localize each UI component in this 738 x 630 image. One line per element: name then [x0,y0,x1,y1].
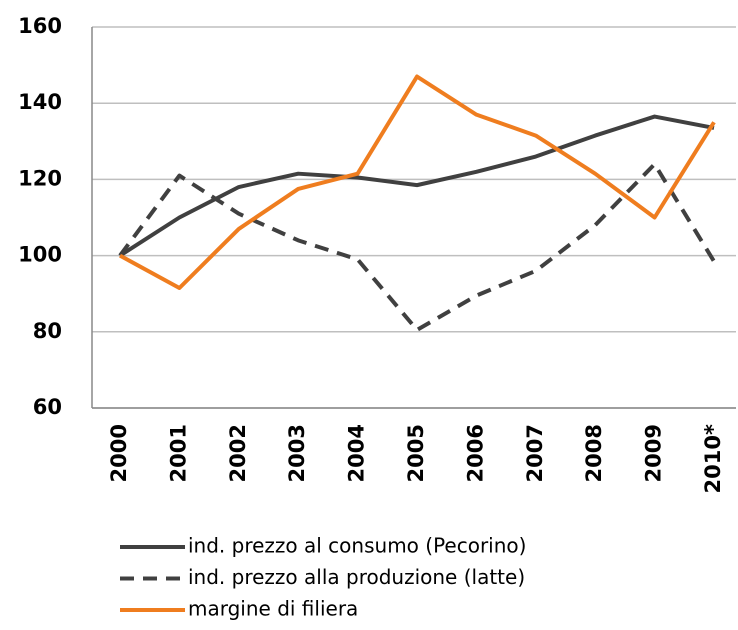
y-tick-label: 80 [33,319,62,343]
x-tick-label: 2002 [226,424,250,482]
y-tick-label: 140 [18,90,62,114]
legend-label: ind. prezzo alla produzione (latte) [188,565,525,589]
x-tick-label: 2009 [642,424,666,482]
y-tick-label: 60 [33,395,62,419]
series-line [118,162,716,332]
x-tick-label: 2007 [523,424,547,482]
x-tick-label: 2010* [701,424,725,493]
legend-label: margine di filiera [188,597,358,621]
x-tick-label: 2004 [345,424,369,482]
x-tick-label: 2008 [582,424,606,482]
x-tick-label: 2000 [107,424,131,482]
y-tick-label: 120 [18,166,62,190]
x-tick-label: 2005 [404,424,428,482]
y-tick-label: 100 [18,243,62,267]
y-tick-label: 160 [18,14,62,38]
series-line [118,114,715,258]
series-line [119,74,716,290]
legend-label: ind. prezzo al consumo (Pecorino) [188,534,526,558]
x-tick-label: 2006 [463,424,487,482]
x-tick-label: 2001 [166,424,190,482]
x-tick-label: 2003 [285,424,309,482]
